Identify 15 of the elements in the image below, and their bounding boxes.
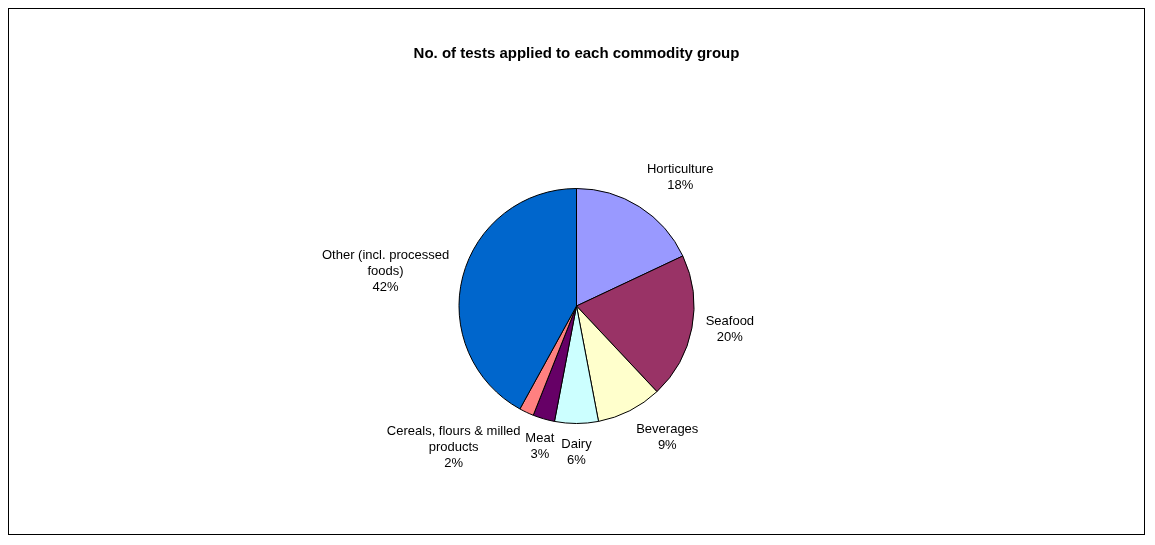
data-label: 20% (716, 328, 744, 344)
data-label: 9% (657, 437, 678, 453)
data-label: 18% (667, 177, 694, 193)
data-label: 6% (567, 451, 587, 467)
data-label: 2% (444, 455, 464, 471)
slice-label: Beverages (636, 421, 699, 437)
chart-title: No. of tests applied to each commodity group (413, 44, 740, 62)
slice-label: Meat (525, 430, 555, 446)
slice-label: Horticulture (646, 161, 714, 177)
data-label: 42% (372, 279, 399, 295)
slice-label: Cereals, flours & milled products (386, 423, 521, 455)
slice-label: Other (incl. processed foods) (321, 247, 450, 279)
slice-label: Dairy (561, 435, 593, 451)
data-label: 3% (530, 446, 550, 462)
slice-label: Seafood (705, 312, 755, 328)
